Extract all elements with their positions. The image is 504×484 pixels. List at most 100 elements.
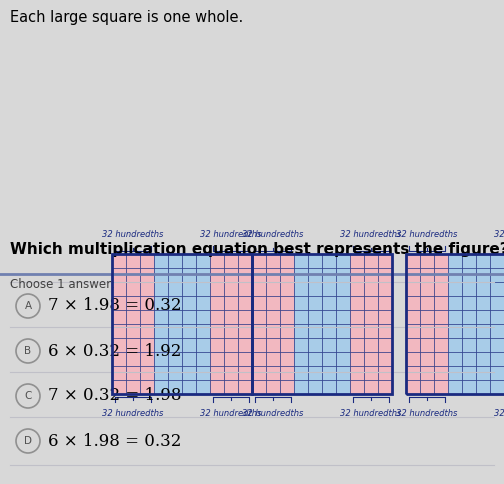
Bar	[378, 268, 392, 282]
Bar	[434, 282, 448, 296]
Bar	[112, 254, 252, 394]
Bar	[406, 380, 420, 394]
Bar	[252, 380, 266, 394]
Bar	[252, 296, 266, 310]
Bar	[378, 352, 392, 366]
Bar	[448, 366, 462, 380]
Bar	[210, 282, 224, 296]
Bar	[168, 254, 182, 268]
Bar	[168, 282, 182, 296]
Bar	[364, 254, 378, 268]
Bar	[126, 366, 140, 380]
Bar	[196, 324, 210, 338]
Bar	[308, 324, 322, 338]
Bar	[378, 324, 392, 338]
Bar	[168, 338, 182, 352]
Bar	[308, 296, 322, 310]
Bar	[322, 324, 336, 338]
Bar	[364, 324, 378, 338]
Bar	[196, 282, 210, 296]
Bar	[238, 338, 252, 352]
Bar	[210, 366, 224, 380]
Text: 32 hundredths: 32 hundredths	[200, 230, 262, 239]
Text: B: B	[24, 346, 32, 356]
Bar	[252, 324, 266, 338]
Text: C: C	[24, 391, 32, 401]
Bar	[266, 380, 280, 394]
Bar	[252, 352, 266, 366]
Bar	[434, 310, 448, 324]
Text: 32 hundredths: 32 hundredths	[494, 409, 504, 418]
Bar	[140, 296, 154, 310]
Bar	[238, 254, 252, 268]
Text: 32 hundredths: 32 hundredths	[396, 230, 458, 239]
Text: 32 hundredths: 32 hundredths	[102, 230, 164, 239]
Text: 32 hundredths: 32 hundredths	[102, 409, 164, 418]
Bar	[196, 268, 210, 282]
Bar	[154, 352, 168, 366]
Bar	[182, 282, 196, 296]
Bar	[182, 338, 196, 352]
Text: A: A	[24, 301, 32, 311]
Bar	[490, 310, 504, 324]
Bar	[462, 366, 476, 380]
Bar	[238, 352, 252, 366]
Bar	[126, 254, 140, 268]
Bar	[252, 254, 392, 394]
Bar	[224, 268, 238, 282]
Bar	[406, 296, 420, 310]
Text: Choose 1 answer:: Choose 1 answer:	[10, 278, 115, 291]
Bar	[406, 352, 420, 366]
Bar	[420, 352, 434, 366]
Bar	[448, 324, 462, 338]
Bar	[140, 380, 154, 394]
Bar	[350, 366, 364, 380]
Bar	[490, 338, 504, 352]
Bar	[308, 254, 322, 268]
Text: 32 hundredths: 32 hundredths	[340, 409, 402, 418]
Bar	[448, 380, 462, 394]
Bar	[350, 296, 364, 310]
Bar	[210, 310, 224, 324]
Bar	[406, 282, 420, 296]
Bar	[350, 338, 364, 352]
Bar	[378, 254, 392, 268]
Bar	[336, 380, 350, 394]
Bar	[476, 310, 490, 324]
Bar	[378, 366, 392, 380]
Bar	[476, 366, 490, 380]
Bar	[420, 254, 434, 268]
Bar	[336, 296, 350, 310]
Bar	[112, 310, 126, 324]
Bar	[182, 352, 196, 366]
Bar	[294, 324, 308, 338]
Bar	[476, 338, 490, 352]
Bar	[154, 282, 168, 296]
Bar	[350, 268, 364, 282]
Bar	[224, 324, 238, 338]
Bar	[224, 366, 238, 380]
Bar	[168, 296, 182, 310]
Bar	[182, 310, 196, 324]
Bar	[294, 254, 308, 268]
Bar	[126, 338, 140, 352]
Text: D: D	[24, 436, 32, 446]
Bar	[140, 324, 154, 338]
Bar	[434, 380, 448, 394]
Text: 6 × 1.98 = 0.32: 6 × 1.98 = 0.32	[48, 433, 181, 450]
Bar	[406, 254, 420, 268]
Bar	[476, 254, 490, 268]
Bar	[168, 324, 182, 338]
Bar	[490, 254, 504, 268]
Bar	[140, 366, 154, 380]
Bar	[266, 338, 280, 352]
Bar	[112, 254, 126, 268]
Bar	[350, 324, 364, 338]
Bar	[112, 268, 126, 282]
Bar	[364, 296, 378, 310]
Bar	[140, 338, 154, 352]
Bar	[210, 268, 224, 282]
Bar	[182, 296, 196, 310]
Bar	[434, 324, 448, 338]
Bar	[294, 282, 308, 296]
